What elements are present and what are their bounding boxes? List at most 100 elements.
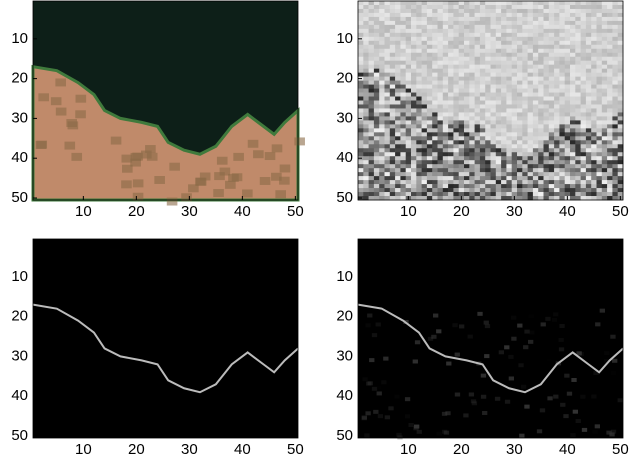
image-pixel [400,72,406,77]
image-noise [394,394,400,399]
image-pixel [485,152,491,157]
image-pixel [522,84,528,89]
image-pixel [432,44,438,50]
image-pixel [453,136,459,141]
image-pixel [527,132,534,137]
image-pixel [617,60,624,65]
image-pixel [389,164,396,169]
image-pixel [373,12,380,18]
image-pixel [585,132,592,137]
image-pixel [585,184,592,189]
image-pixel [495,180,502,185]
image-pixel [368,76,375,81]
image-pixel [469,88,475,93]
image-pixel [485,40,491,46]
image-pixel [495,124,502,129]
image-pixel [479,48,486,54]
image-pixel [532,20,539,26]
image-pixel [411,152,417,157]
image-pixel [617,136,624,141]
image-pixel [585,144,592,149]
image-pixel [421,64,428,69]
image-pixel [564,4,571,10]
image-noise [592,429,598,434]
image-pixel [527,196,534,201]
image-pixel [411,176,417,181]
image-noise [484,354,490,359]
image-pixel [469,144,475,149]
image-pixel [358,12,364,18]
image-pixel [373,124,380,129]
image-pixel [522,192,528,197]
image-pixel [485,104,491,109]
image-pixel [495,176,502,181]
image-pixel [554,188,560,193]
image-pixel [490,168,497,173]
image-pixel [596,144,603,149]
image-pixel [522,1,528,6]
image-noise [581,427,588,432]
image-pixel [490,32,497,38]
image-pixel [358,120,364,125]
image-texture [75,110,86,119]
image-pixel [617,56,624,61]
image-pixel [522,140,528,145]
image-pixel [532,4,539,10]
image-pixel [591,96,597,101]
image-pixel [437,92,444,97]
image-pixel [363,1,369,6]
image-pixel [527,184,534,189]
image-pixel [517,4,523,10]
image-pixel [575,84,581,89]
image-pixel [426,112,433,117]
image-pixel [538,60,544,65]
image-pixel [517,188,523,193]
image-pixel [543,148,550,153]
image-pixel [506,60,512,65]
image-pixel [458,136,465,141]
image-pixel [601,20,608,26]
image-pixel [575,152,581,157]
image-pixel [575,76,581,81]
image-pixel [506,152,512,157]
image-pixel [559,168,565,173]
x-tick-label: 40 [559,203,576,220]
image-pixel [416,188,422,193]
image-pixel [564,128,571,133]
image-pixel [538,100,544,105]
image-pixel [517,152,523,157]
image-pixel [432,140,438,145]
image-pixel [432,52,438,58]
image-pixel [395,156,401,161]
image-pixel [474,76,481,81]
image-noise [431,334,437,339]
image-pixel [469,12,475,18]
image-pixel [405,80,412,85]
image-pixel [379,56,385,61]
image-pixel [490,124,497,129]
image-pixel [564,96,571,101]
image-pixel [426,72,433,77]
image-pixel [543,180,550,185]
image-pixel [522,72,528,77]
image-pixel [379,168,385,173]
image-pixel [607,176,613,181]
image-pixel [543,128,550,133]
image-pixel [474,160,481,165]
image-pixel [384,96,391,101]
image-pixel [458,52,465,58]
image-pixel [469,136,475,141]
image-pixel [490,96,497,101]
image-pixel [543,172,550,177]
image-pixel [532,176,539,181]
image-pixel [363,80,369,85]
image-pixel [363,148,369,153]
image-pixel [464,76,470,81]
image-pixel [559,104,565,109]
image-pixel [559,68,565,73]
image-pixel [511,52,518,58]
image-pixel [538,16,544,22]
image-pixel [585,140,592,145]
image-pixel [564,148,571,153]
image-pixel [554,4,560,10]
